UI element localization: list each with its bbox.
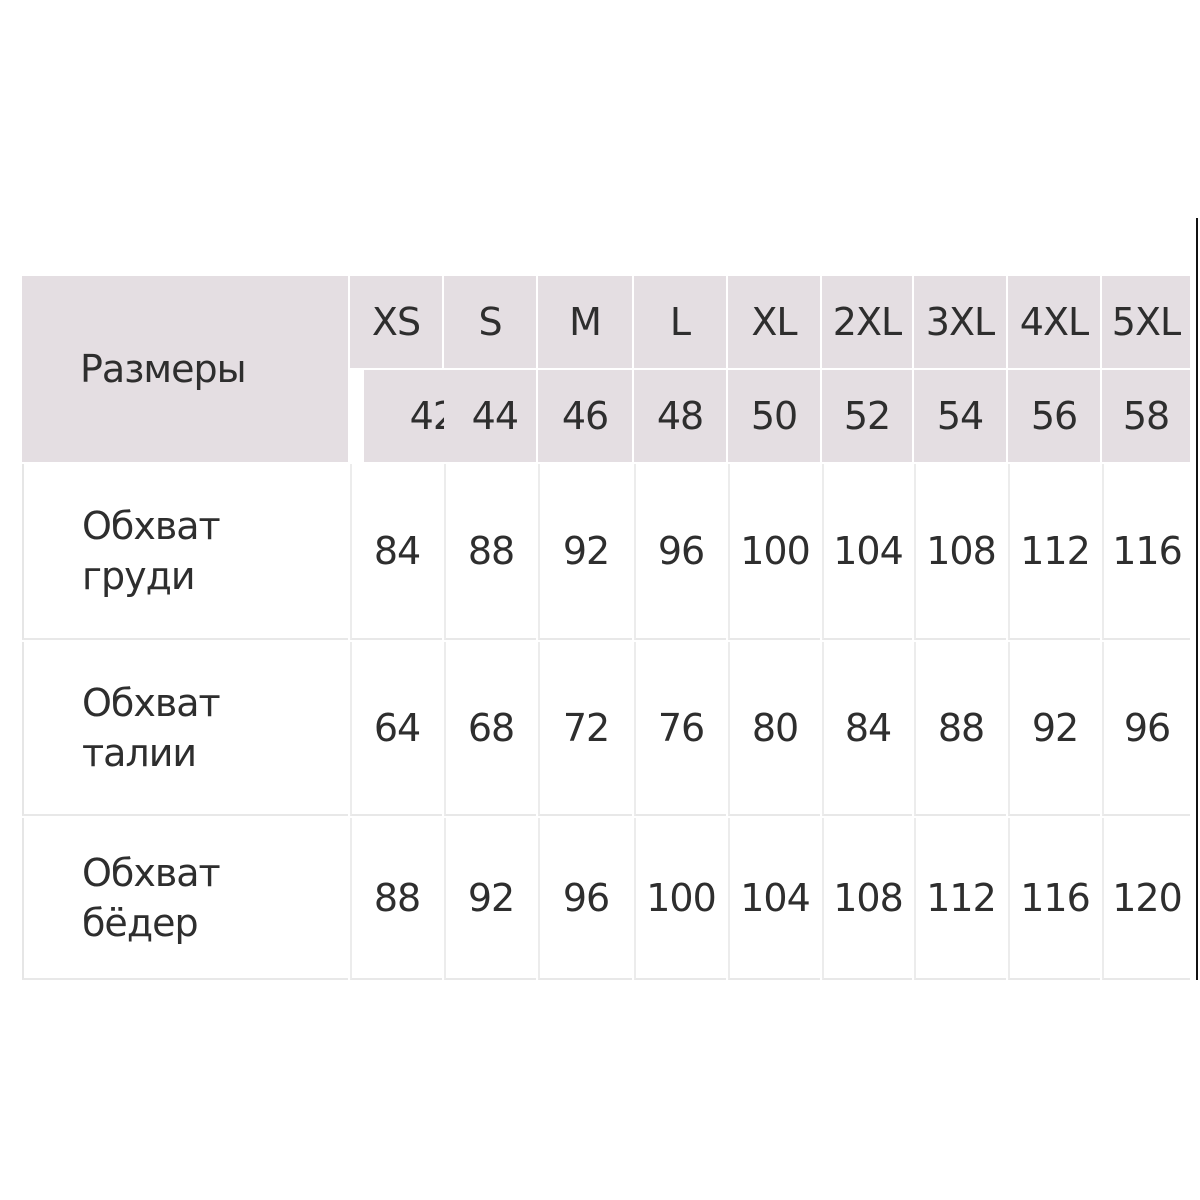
row-label-cell: Обхват груди	[22, 464, 348, 640]
value-cell: 80	[728, 642, 820, 816]
value-cell: 84	[822, 642, 912, 816]
size-letter-cell: XS	[350, 276, 442, 368]
value-cell: 112	[914, 818, 1006, 980]
value-cell: 96	[1102, 642, 1190, 816]
value-cell: 64	[350, 642, 442, 816]
border-line	[1196, 218, 1198, 980]
value-cell: 108	[822, 818, 912, 980]
size-number-cell: 48	[634, 370, 726, 462]
row-label-line: Обхват	[82, 851, 221, 895]
value-cell: 96	[538, 818, 632, 980]
row-label-line: бёдер	[82, 901, 199, 945]
size-number-cell: 50	[728, 370, 820, 462]
value-cell: 92	[444, 818, 536, 980]
value-cell: 76	[634, 642, 726, 816]
value-cell: 92	[538, 464, 632, 640]
size-letter-cell: XL	[728, 276, 820, 368]
row-label-line: Обхват	[82, 681, 221, 725]
row-label-cell: Обхват бёдер	[22, 818, 348, 980]
size-letter-cell: 4XL	[1008, 276, 1100, 368]
value-cell: 88	[914, 642, 1006, 816]
size-letter-cell: 5XL	[1102, 276, 1190, 368]
row-label-cell: Обхват талии	[22, 642, 348, 816]
value-cell: 112	[1008, 464, 1100, 640]
value-cell: 120	[1102, 818, 1190, 980]
header-label-cell: Размеры	[22, 276, 348, 462]
row-label-line: груди	[82, 554, 196, 598]
value-cell: 68	[444, 642, 536, 816]
row-label: Обхват талии	[82, 678, 221, 778]
value-cell: 88	[444, 464, 536, 640]
size-letter-cell: L	[634, 276, 726, 368]
size-letter-cell: S	[444, 276, 536, 368]
size-number-cell: 52	[822, 370, 912, 462]
value-cell: 100	[728, 464, 820, 640]
value-cell: 84	[350, 464, 442, 640]
value-cell: 88	[350, 818, 442, 980]
size-letter-cell: 2XL	[822, 276, 912, 368]
value-cell: 116	[1008, 818, 1100, 980]
size-number-cell: 58	[1102, 370, 1190, 462]
value-cell: 92	[1008, 642, 1100, 816]
size-letter-cell: 3XL	[914, 276, 1006, 368]
row-label: Обхват груди	[82, 501, 221, 601]
value-cell: 72	[538, 642, 632, 816]
value-cell: 104	[728, 818, 820, 980]
size-letter-cell: M	[538, 276, 632, 368]
size-number-cell: 56	[1008, 370, 1100, 462]
size-number-cell: 42	[364, 370, 457, 462]
size-number-cell: 46	[538, 370, 632, 462]
row-label-line: Обхват	[82, 504, 221, 548]
row-label: Обхват бёдер	[82, 848, 221, 948]
value-cell: 100	[634, 818, 726, 980]
size-number-cell: 54	[914, 370, 1006, 462]
row-label-line: талии	[82, 731, 197, 775]
size-number-cell: 44	[444, 370, 536, 462]
value-cell: 96	[634, 464, 726, 640]
value-cell: 108	[914, 464, 1006, 640]
value-cell: 116	[1102, 464, 1190, 640]
value-cell: 104	[822, 464, 912, 640]
